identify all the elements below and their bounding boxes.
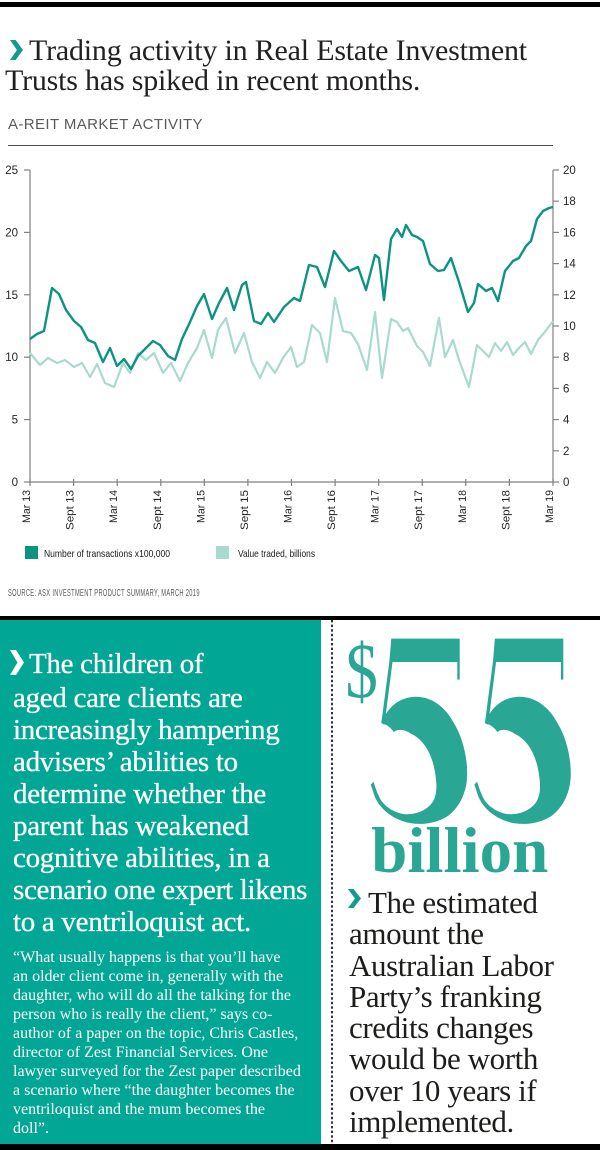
svg-text:15: 15	[5, 290, 18, 302]
svg-text:Sept 16: Sept 16	[326, 490, 338, 530]
svg-text:billion: billion	[371, 815, 548, 880]
svg-text:Mar 18: Mar 18	[457, 490, 469, 523]
svg-text:Mar 19: Mar 19	[544, 490, 556, 523]
svg-text:Mar 16: Mar 16	[283, 490, 295, 523]
svg-text:2: 2	[563, 446, 569, 458]
svg-text:18: 18	[563, 196, 576, 208]
svg-text:Mar 17: Mar 17	[370, 490, 382, 523]
svg-text:Mar 13: Mar 13	[21, 490, 33, 523]
svg-text:Mar 15: Mar 15	[195, 490, 207, 523]
svg-text:Sept 17: Sept 17	[413, 490, 425, 530]
svg-text:5: 5	[12, 415, 18, 427]
svg-text:20: 20	[563, 165, 576, 177]
svg-text:Value traded, billions: Value traded, billions	[238, 548, 315, 560]
svg-text:Sept 18: Sept 18	[500, 490, 512, 530]
svg-text:$: $	[345, 628, 378, 715]
svg-text:Mar 14: Mar 14	[108, 490, 120, 523]
svg-text:0: 0	[12, 477, 18, 489]
svg-text:Sept 15: Sept 15	[239, 490, 251, 530]
svg-text:20: 20	[5, 227, 18, 239]
svg-text:8: 8	[563, 352, 569, 364]
svg-text:6: 6	[563, 383, 569, 395]
svg-text:Number of transactions x100,00: Number of transactions x100,000	[44, 548, 170, 560]
svg-text:14: 14	[563, 259, 576, 271]
svg-text:Sept 13: Sept 13	[65, 490, 77, 530]
svg-text:Sept 14: Sept 14	[152, 490, 164, 530]
svg-text:0: 0	[563, 477, 569, 489]
svg-text:25: 25	[5, 165, 18, 177]
svg-text:10: 10	[563, 321, 576, 333]
svg-text:10: 10	[5, 352, 18, 364]
svg-text:4: 4	[563, 415, 570, 427]
svg-text:12: 12	[563, 290, 576, 302]
svg-text:16: 16	[563, 227, 576, 239]
